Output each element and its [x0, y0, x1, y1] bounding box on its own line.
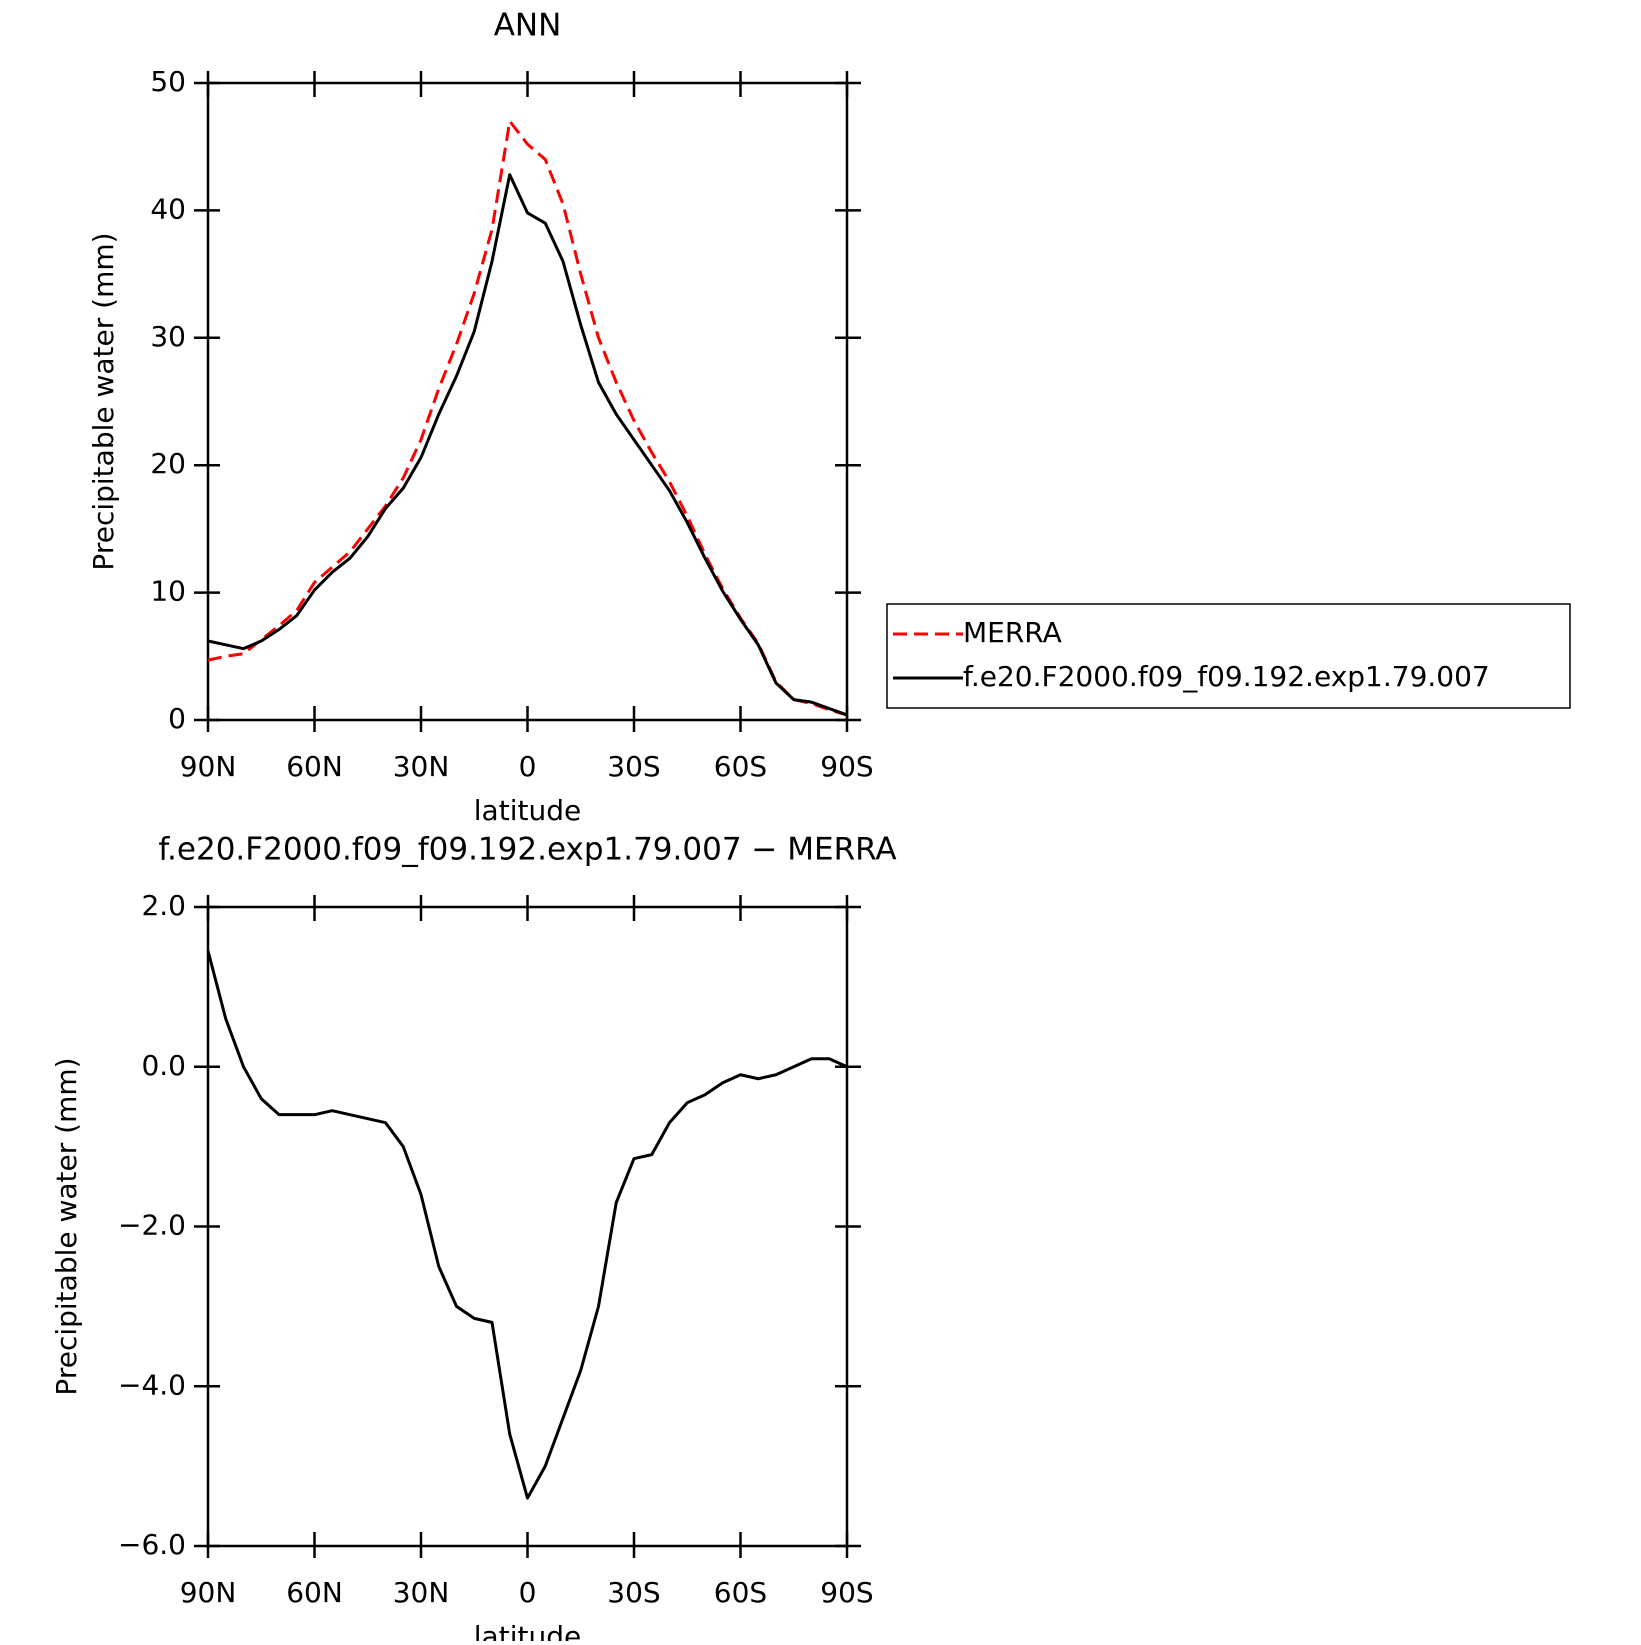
x-tick-label: 30N	[393, 1576, 450, 1609]
x-tick-label: 90S	[820, 1576, 873, 1609]
x-tick-label: 30N	[393, 750, 450, 783]
x-tick-label: 30S	[607, 750, 660, 783]
y-tick-label: 0.0	[141, 1049, 186, 1082]
x-axis-label: latitude	[474, 794, 581, 827]
chart-title: ANN	[494, 8, 562, 44]
x-tick-label: 0	[519, 750, 537, 783]
plot-frame	[206, 81, 849, 722]
legend-label: f.e20.F2000.f09_f09.192.exp1.79.007	[963, 660, 1490, 693]
y-tick-label: −2.0	[118, 1209, 186, 1242]
x-tick-label: 0	[519, 1576, 537, 1609]
x-tick-label: 90N	[180, 750, 237, 783]
legend-box	[886, 603, 1571, 709]
plot-frame	[206, 905, 849, 1548]
y-tick-label: 2.0	[141, 889, 186, 922]
x-tick-label: 90S	[820, 750, 873, 783]
x-axis-label: latitude	[474, 1620, 581, 1641]
y-axis-label: Precipitable water (mm)	[87, 232, 120, 570]
y-axis-label: Precipitable water (mm)	[50, 1057, 83, 1395]
y-tick-label: 40	[150, 192, 186, 225]
x-tick-label: 60S	[714, 1576, 767, 1609]
data-line	[207, 173, 848, 717]
chart-title: f.e20.F2000.f09_f09.192.exp1.79.007 − ME…	[158, 832, 896, 868]
x-tick-label: 60N	[286, 1576, 343, 1609]
y-tick-label: 10	[150, 575, 186, 608]
y-tick-label: 50	[150, 65, 186, 98]
y-tick-label: −6.0	[118, 1528, 186, 1561]
x-tick-label: 60S	[714, 750, 767, 783]
x-tick-label: 30S	[607, 1576, 660, 1609]
y-tick-label: −4.0	[118, 1368, 186, 1401]
y-tick-label: 30	[150, 320, 186, 353]
y-tick-label: 20	[150, 447, 186, 480]
y-tick-label: 0	[168, 702, 186, 735]
legend-label: MERRA	[963, 616, 1062, 649]
data-line	[206, 950, 848, 1500]
x-tick-label: 60N	[286, 750, 343, 783]
x-tick-label: 90N	[180, 1576, 237, 1609]
